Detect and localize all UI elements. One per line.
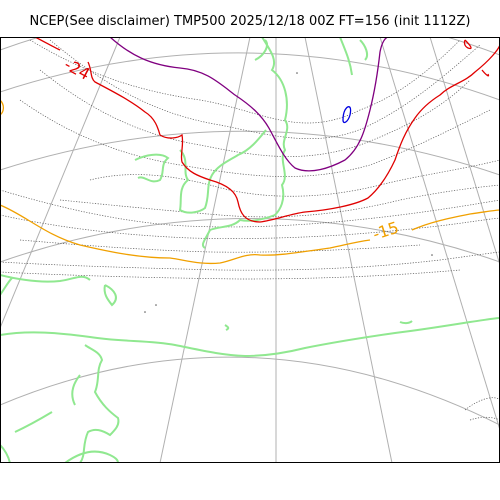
coastline	[103, 284, 117, 307]
coastline	[134, 153, 170, 183]
dot-mark	[296, 72, 298, 74]
isotherm-line	[411, 209, 500, 231]
isotherm-dotted	[29, 39, 461, 124]
isotherm-dotted	[464, 397, 500, 411]
coastline	[0, 274, 91, 283]
contour-label-red: -24	[61, 55, 93, 84]
meridian-line	[304, 37, 393, 463]
isotherm-line	[0, 204, 371, 265]
isotherm-red	[34, 37, 500, 223]
dot-mark	[431, 254, 433, 256]
isotherm-orange	[0, 99, 500, 265]
coastline	[0, 277, 13, 296]
coastline	[339, 37, 353, 76]
dot-mark	[155, 304, 157, 306]
isotherm-line	[34, 37, 61, 51]
coastline	[0, 444, 11, 463]
coastlines	[0, 37, 500, 463]
coastline	[14, 411, 53, 433]
coastline	[64, 450, 119, 463]
isotherm-dotted	[0, 189, 500, 228]
dotted-isotherms	[0, 39, 500, 421]
isotherm-line	[463, 39, 472, 50]
coastline	[399, 320, 413, 325]
isotherm-dotted	[89, 159, 500, 197]
coastline	[0, 317, 500, 358]
latitude-line	[0, 52, 500, 101]
coastline	[71, 374, 81, 406]
coastline	[178, 129, 267, 214]
isotherm-blue	[342, 106, 352, 124]
isotherm-line	[0, 99, 5, 116]
isotherm-line	[342, 106, 352, 124]
dot-mark	[144, 311, 146, 313]
latitude-line	[0, 130, 500, 176]
small-marks	[144, 72, 433, 313]
coastline	[359, 39, 369, 61]
isotherm-dotted	[0, 269, 461, 280]
isotherm-dotted	[469, 416, 500, 421]
meridian-line	[429, 37, 500, 266]
isotherm-purple	[109, 37, 389, 172]
meridian-line	[159, 37, 251, 463]
isotherm-dotted	[0, 251, 500, 271]
isotherm-line	[109, 37, 389, 172]
isotherm-dotted	[0, 214, 500, 239]
coastline	[201, 37, 289, 249]
temperature-map: -24 -15	[0, 37, 500, 463]
isotherm-dotted	[39, 69, 471, 157]
isotherm-line	[481, 69, 490, 77]
isotherm-dotted	[59, 184, 500, 218]
graticule	[0, 37, 500, 463]
latitude-line	[0, 356, 500, 426]
isotherm-dotted	[49, 39, 481, 140]
isotherm-line	[87, 44, 500, 223]
meridian-line	[0, 37, 121, 329]
isotherm-dotted	[19, 99, 491, 177]
meridian-line	[379, 37, 500, 431]
map-title: NCEP(See disclaimer) TMP500 2025/12/18 0…	[29, 14, 471, 29]
coastline	[254, 39, 268, 61]
contour-label-orange: -15	[370, 218, 401, 244]
coastline	[224, 324, 230, 331]
latitude-line	[0, 37, 500, 56]
coastline	[79, 344, 120, 463]
